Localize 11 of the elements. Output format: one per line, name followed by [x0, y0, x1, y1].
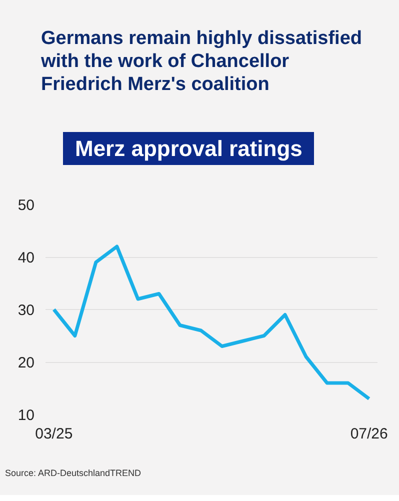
y-tick-label: 50 [18, 197, 35, 214]
y-tick-label: 30 [18, 302, 35, 319]
y-tick-label: 10 [18, 407, 35, 424]
chart-title: Germans remain highly dissatisfied with the work of Chancellor Friedrich Merz's coalition [41, 27, 363, 96]
chart-subtitle: Merz approval ratings [63, 132, 314, 165]
source-note: Source: ARD-DeutschlandTREND [5, 467, 142, 480]
y-tick-label: 40 [18, 250, 35, 266]
x-tick-label: 03/25 [35, 426, 73, 442]
line-series [52, 244, 371, 400]
x-tick-label: 07/26 [350, 426, 388, 442]
y-tick-label: 20 [18, 354, 35, 372]
